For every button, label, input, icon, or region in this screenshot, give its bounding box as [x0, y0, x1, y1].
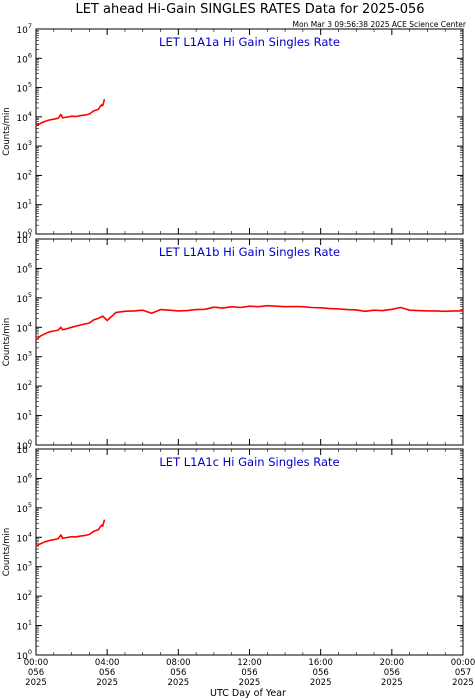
series-line-1 [35, 519, 106, 547]
y-tick-label: 105 [16, 81, 32, 95]
series-line-1 [35, 304, 463, 341]
y-axis-label: Counts/min [2, 318, 12, 367]
y-tick-label: 106 [16, 471, 32, 485]
panel-title: LET L1A1a Hi Gain Singles Rate [159, 35, 340, 49]
y-tick-label: 105 [16, 291, 32, 305]
x-tick-label-doy: 056 [28, 668, 44, 678]
y-tick-label: 101 [16, 198, 32, 212]
page-title: LET ahead Hi-Gain SINGLES RATES Data for… [75, 2, 424, 17]
x-tick-label-year: 2025 [25, 678, 47, 688]
y-tick-label: 106 [16, 51, 32, 65]
x-tick-label-doy: 056 [241, 668, 257, 678]
x-tick-label-year: 2025 [96, 678, 118, 688]
y-tick-label: 102 [16, 589, 32, 603]
y-tick-label: 100 [16, 648, 32, 662]
x-tick-label-time: 00:00 [451, 658, 475, 668]
x-tick-label-doy: 057 [455, 668, 471, 678]
y-tick-label: 107 [16, 22, 32, 36]
x-tick-label-doy: 056 [99, 668, 115, 678]
panels: 100 101 102 103 104 105 106 107 Counts/min LET L1… [2, 22, 475, 688]
x-tick-label-year: 2025 [239, 678, 261, 688]
x-tick-label-time: 12:00 [237, 658, 262, 668]
y-tick-label: 106 [16, 261, 32, 275]
panel-2: 100 101 102 103 104 105 106 107 Counts/min LET L1… [2, 232, 464, 452]
y-tick-label: 103 [16, 350, 32, 364]
x-tick-label-time: 00:00 [24, 658, 49, 668]
y-tick-label: 100 [16, 227, 32, 241]
y-tick-label: 103 [16, 139, 32, 153]
y-tick-label: 107 [16, 442, 32, 456]
y-tick-label: 102 [16, 379, 32, 393]
plot-frame [35, 448, 464, 656]
y-tick-label: 105 [16, 501, 32, 515]
x-tick-label-time: 04:00 [95, 658, 120, 668]
x-tick-label-year: 2025 [168, 678, 190, 688]
plot-frame [35, 28, 464, 235]
x-tick-label-time: 20:00 [380, 658, 405, 668]
x-axis-title: UTC Day of Year [210, 688, 286, 699]
y-axis-label: Counts/min [2, 528, 12, 577]
y-tick-label: 103 [16, 560, 32, 574]
x-tick-label-doy: 056 [384, 668, 400, 678]
panel-title: LET L1A1b Hi Gain Singles Rate [159, 245, 340, 259]
panel-3: 100 101 102 103 104 105 106 107 Counts/min LET L1… [2, 442, 475, 688]
x-tick-label-year: 2025 [381, 678, 403, 688]
y-tick-label: 104 [16, 530, 32, 544]
y-tick-label: 101 [16, 619, 32, 633]
y-tick-label: 104 [16, 320, 32, 334]
panel-1: 100 101 102 103 104 105 106 107 Counts/min LET L1… [2, 22, 464, 241]
x-tick-label-time: 16:00 [308, 658, 333, 668]
y-tick-label: 100 [16, 438, 32, 452]
plot-frame [35, 238, 464, 446]
x-tick-label-year: 2025 [310, 678, 332, 688]
y-tick-label: 107 [16, 232, 32, 246]
x-tick-label-time: 08:00 [166, 658, 191, 668]
panel-title: LET L1A1c Hi Gain Singles Rate [159, 455, 339, 469]
y-tick-label: 102 [16, 168, 32, 182]
y-tick-label: 104 [16, 110, 32, 124]
y-axis-label: Counts/min [2, 107, 12, 156]
series-line-1 [35, 98, 106, 127]
y-tick-label: 101 [16, 409, 32, 423]
x-tick-label-doy: 056 [170, 668, 186, 678]
x-tick-label-doy: 056 [313, 668, 329, 678]
timestamp-label: Mon Mar 3 09:56:38 2025 ACE Science Cent… [293, 20, 467, 29]
x-tick-label-year: 2025 [452, 678, 474, 688]
